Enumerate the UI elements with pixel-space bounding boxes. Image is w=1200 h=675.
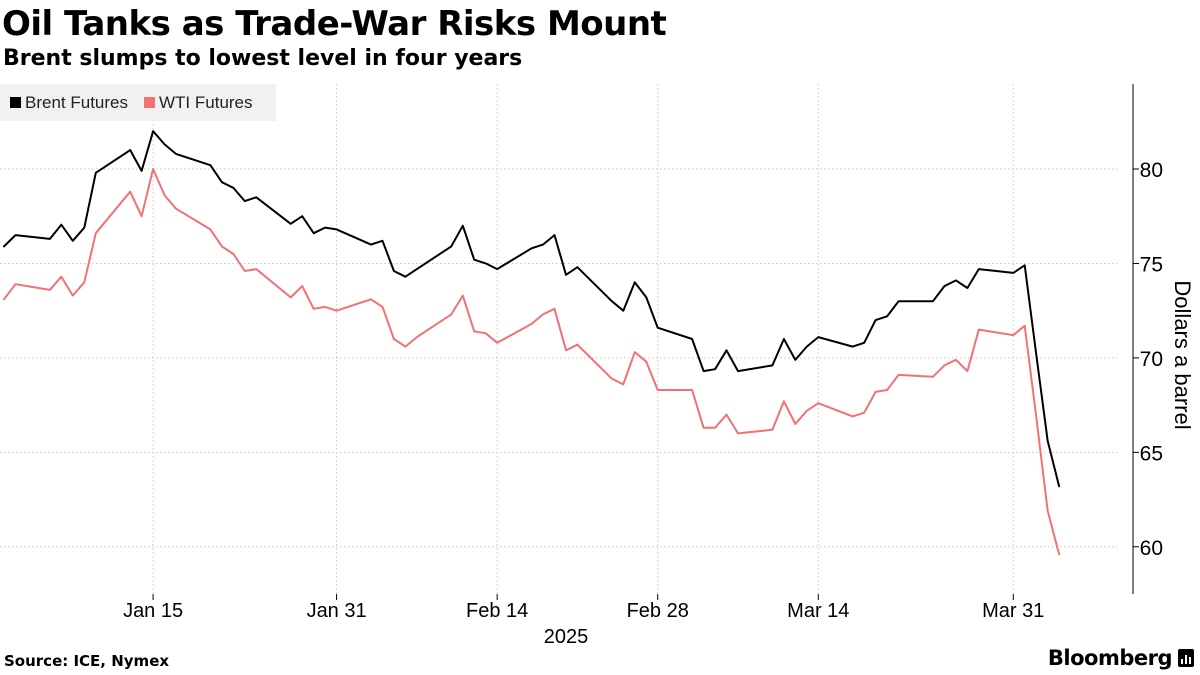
series-line-wti (3, 168, 1061, 556)
y-axis-title: Dollars a barrel (1170, 280, 1195, 429)
x-tick-label: Mar 14 (787, 600, 849, 622)
series-line-brent (3, 130, 1061, 488)
legend-swatch-wti (144, 97, 155, 108)
bloomberg-terminal-icon (1178, 649, 1194, 667)
source-note: Source: ICE, Nymex (4, 652, 170, 670)
chart-subtitle: Brent slumps to lowest level in four yea… (3, 46, 523, 71)
y-tick-label: 75 (1140, 253, 1163, 276)
brand-name: Bloomberg (1047, 646, 1173, 670)
y-tick-label: 60 (1140, 537, 1163, 560)
x-tick-label: Feb 14 (466, 600, 528, 622)
chart-title: Oil Tanks as Trade-War Risks Mount (2, 4, 667, 44)
legend: Brent Futures WTI Futures (0, 84, 276, 121)
legend-label-wti: WTI Futures (159, 92, 253, 112)
x-tick-label: Feb 28 (627, 600, 689, 622)
grid-layer (0, 84, 1117, 594)
axis-layer: 60 65 70 75 80 Jan 15 Jan 31 Feb 14 Feb 28 Mar 14… (123, 84, 1195, 648)
legend-item-wti: WTI Futures (144, 93, 253, 113)
y-tick-label: 80 (1140, 159, 1163, 182)
x-tick-label: Mar 31 (982, 600, 1044, 622)
x-tick-label: Jan 15 (123, 600, 183, 622)
legend-swatch-brent (10, 97, 21, 108)
legend-item-brent: Brent Futures (10, 93, 128, 113)
legend-label-brent: Brent Futures (25, 92, 128, 112)
y-tick-label: 65 (1140, 442, 1163, 465)
brand-logo: Bloomberg (1048, 646, 1194, 670)
series-layer (3, 130, 1061, 556)
x-year-label: 2025 (544, 626, 589, 648)
y-tick-label: 70 (1140, 348, 1163, 371)
x-tick-label: Jan 31 (307, 600, 367, 622)
